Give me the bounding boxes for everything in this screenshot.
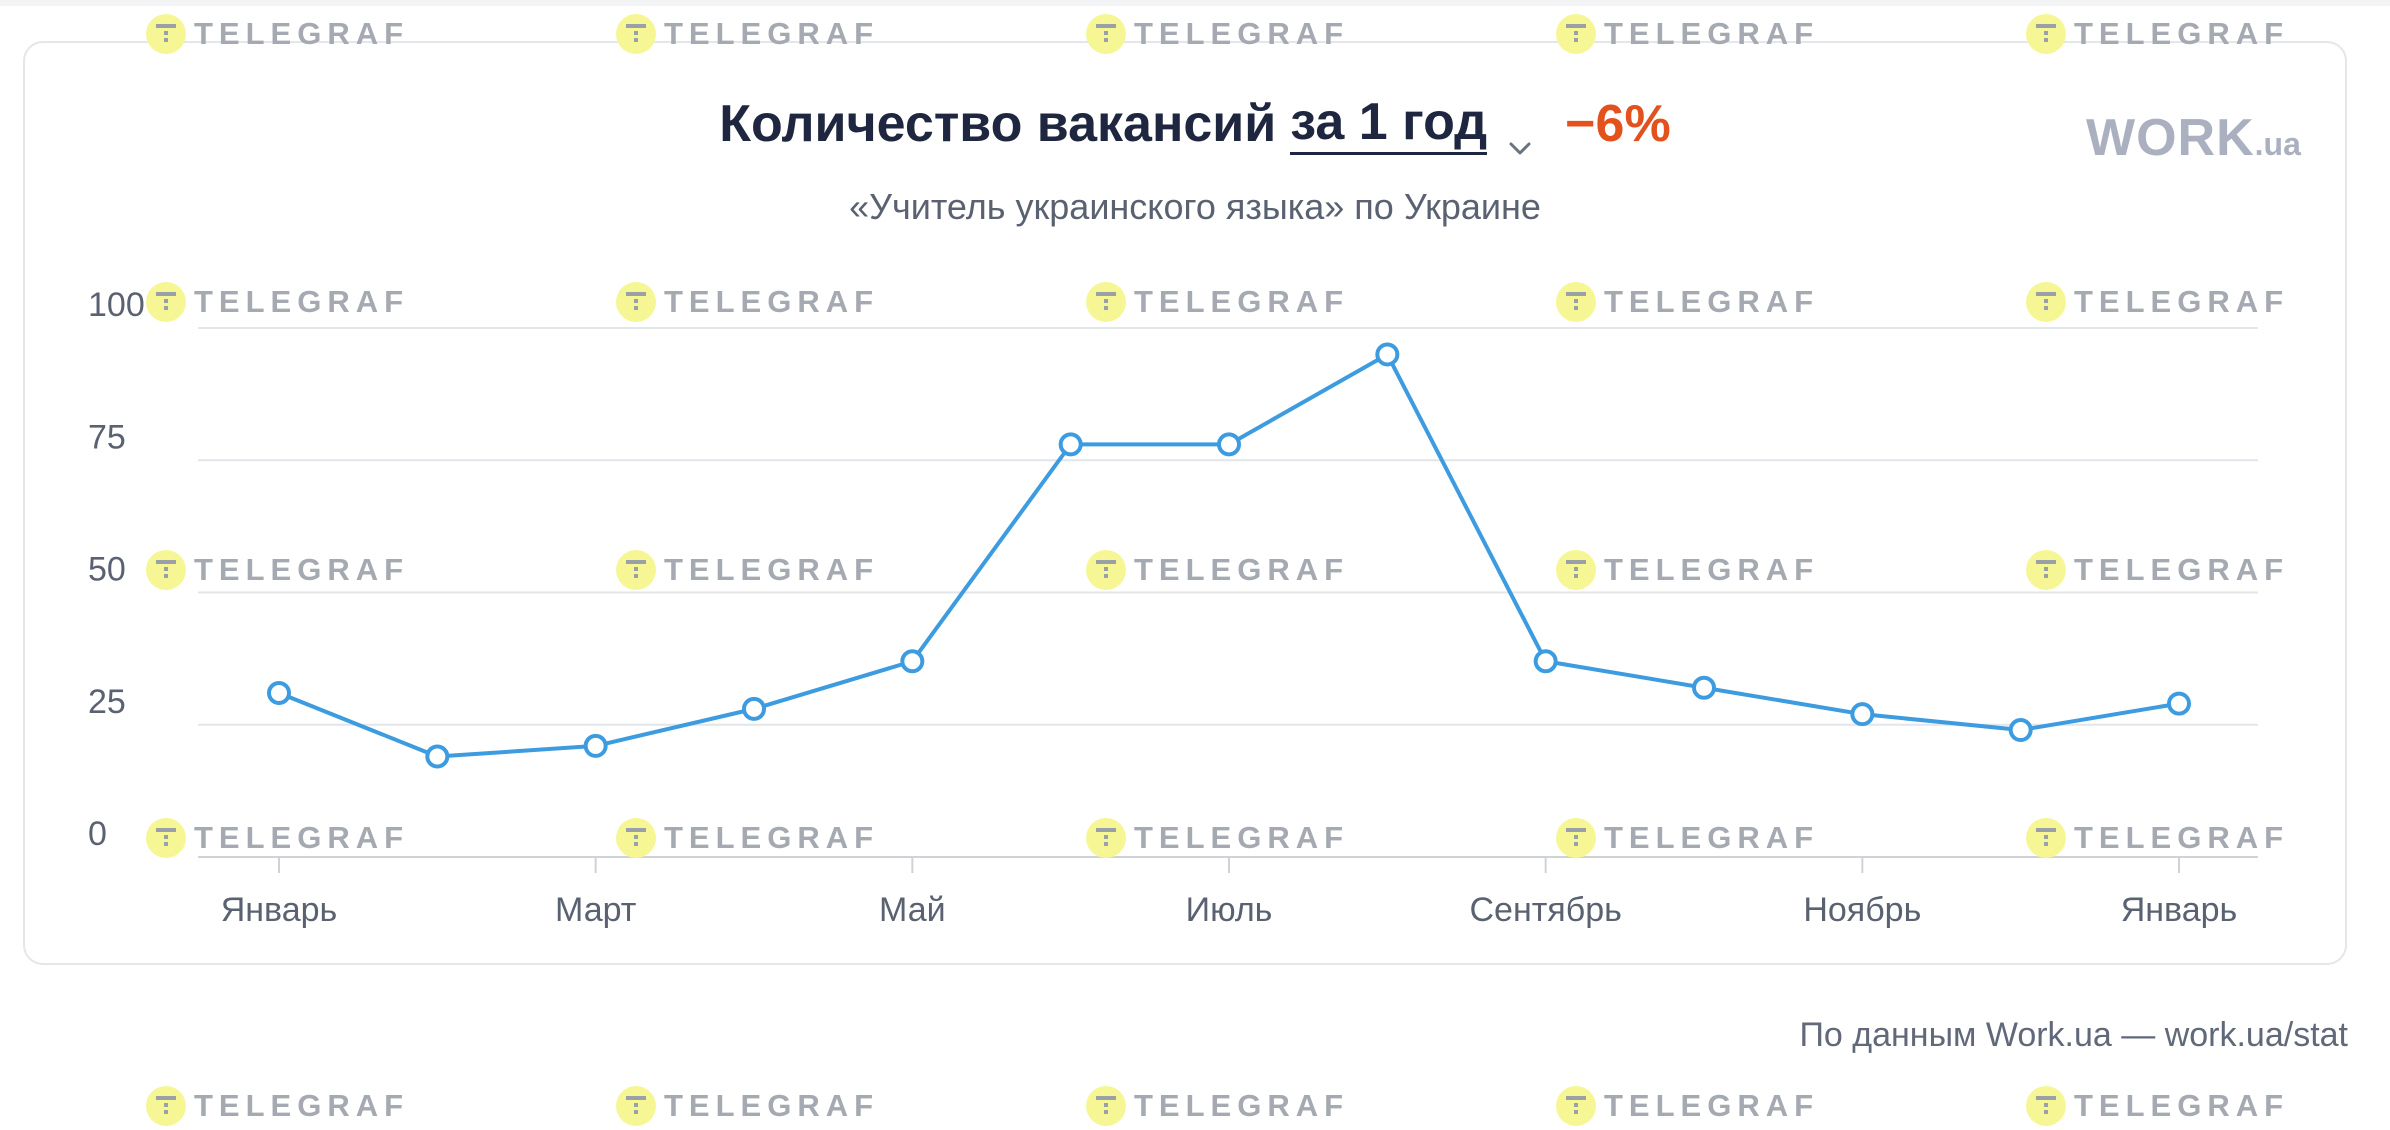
chevron-down-icon[interactable]: [1505, 113, 1535, 155]
x-tick-label: Январь: [221, 891, 338, 929]
data-point: [1533, 649, 1558, 674]
data-point: [1375, 342, 1400, 367]
data-point: [2167, 691, 2191, 716]
watermark: TELEGRAF: [1086, 1086, 1349, 1126]
x-tick-label: Ноябрь: [1803, 891, 1921, 929]
data-point: [1058, 432, 1083, 457]
chart-title: Количество вакансий: [719, 95, 1277, 153]
watermark-text: TELEGRAF: [2074, 1088, 2290, 1123]
logo-main: WORK: [2086, 109, 2255, 167]
x-tick-label: Июль: [1186, 891, 1273, 929]
series-line: [278, 352, 2180, 759]
telegraf-logo-icon: [1086, 1086, 1126, 1126]
data-point: [1217, 432, 1241, 457]
data-point: [742, 696, 766, 721]
data-point: [1692, 675, 1716, 700]
data-point: [900, 649, 925, 674]
y-tick-label: 50: [88, 551, 126, 589]
y-tick-label: 100: [88, 286, 145, 324]
chart-subtitle: «Учитель украинского языка» по Украине: [849, 186, 1541, 227]
watermark: TELEGRAF: [146, 1086, 409, 1126]
chart-card: [23, 41, 2347, 965]
chart-title-row: Количество вакансий за 1 год −6%: [0, 88, 2390, 160]
watermark: TELEGRAF: [2026, 1086, 2289, 1126]
top-bar: [0, 0, 2390, 6]
data-point: [583, 733, 608, 758]
change-percent: −6%: [1565, 95, 1671, 153]
watermark-text: TELEGRAF: [664, 1088, 880, 1123]
logo-domain: .ua: [2254, 126, 2301, 162]
data-point: [2008, 718, 2033, 743]
telegraf-logo-icon: [616, 1086, 656, 1126]
x-tick-label: Январь: [2121, 891, 2238, 929]
data-point: [1850, 702, 1875, 727]
y-tick-label: 0: [88, 815, 107, 853]
x-tick-label: Март: [555, 891, 636, 929]
telegraf-logo-icon: [1556, 1086, 1596, 1126]
telegraf-logo-icon: [146, 1086, 186, 1126]
watermark-text: TELEGRAF: [1604, 1088, 1820, 1123]
period-selector[interactable]: за 1 год: [1290, 93, 1488, 156]
watermark-text: TELEGRAF: [194, 1088, 410, 1123]
work-ua-logo[interactable]: WORK .ua: [2086, 108, 2301, 168]
source-note: По данным Work.ua — work.ua/stat: [1799, 1016, 2348, 1054]
watermark: TELEGRAF: [1556, 1086, 1819, 1126]
y-tick-label: 75: [88, 418, 126, 456]
watermark: TELEGRAF: [616, 1086, 879, 1126]
data-point: [425, 744, 450, 769]
x-tick-label: Май: [879, 891, 946, 929]
data-point: [267, 681, 291, 706]
line-chart: 0 25 50 75 100 Январь Март Май Июль Сентябрь Ноябр…: [88, 286, 2258, 929]
y-tick-label: 25: [88, 683, 126, 721]
telegraf-logo-icon: [2026, 1086, 2066, 1126]
watermark-text: TELEGRAF: [1134, 1088, 1350, 1123]
x-tick-label: Сентябрь: [1470, 891, 1622, 929]
